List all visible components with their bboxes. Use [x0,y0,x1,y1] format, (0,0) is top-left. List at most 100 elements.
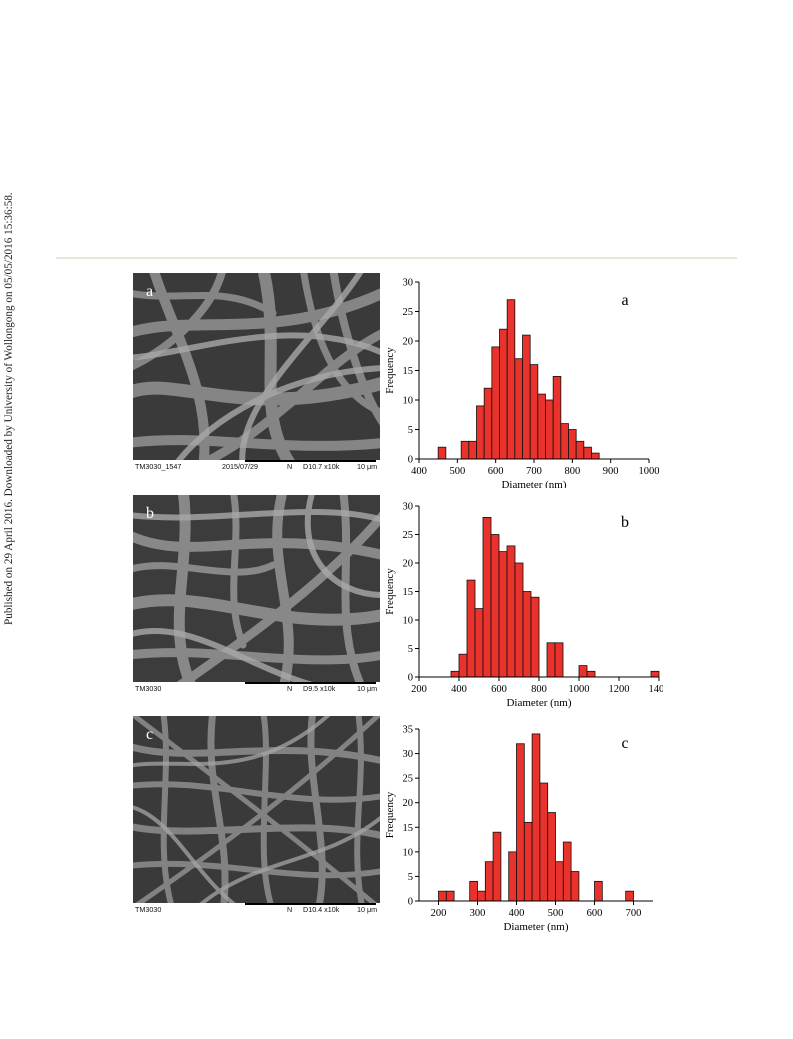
histogram-bar [482,516,492,678]
histogram-bar [438,890,447,902]
histogram-bar [476,405,485,460]
sem-info-bar: TM3030 N D10.4 x10k 10 μm [133,903,380,916]
sem-info-bar: TM3030 N D9.5 x10k 10 μm [133,682,380,695]
histogram-bar [570,871,580,902]
sem-date: 2015/07/29 [222,462,258,471]
histogram-bar [545,399,554,460]
histogram-bar [514,358,523,460]
histogram-bar [575,440,585,460]
histogram-bar [546,642,556,678]
y-tick-label: 15 [403,823,414,834]
chart-panel-letter: b [621,514,629,531]
x-tick-label: 900 [603,466,619,477]
histogram-bar [523,821,533,902]
histogram-bar [499,328,508,460]
histogram-bar [508,851,517,902]
sem-scale: 10 μm [357,684,378,693]
histogram-bar [552,376,562,460]
chart-panel-letter: a [621,292,628,309]
histogram-bar [491,346,500,460]
histogram-bar [531,733,541,902]
x-tick-label: 500 [548,908,564,919]
histogram-bar [586,670,596,678]
histogram-bar [450,670,460,678]
y-axis-label: Frequency [384,791,396,838]
x-axis-label: Diameter (nm) [501,479,566,488]
y-tick-label: 5 [408,425,413,436]
y-tick-label: 5 [408,872,413,883]
sem-scale: 10 μm [357,462,378,471]
histogram-bar [547,812,556,902]
x-tick-label: 600 [587,908,603,919]
x-tick-label: 1000 [569,684,590,695]
y-tick-label: 25 [403,530,414,541]
histogram-bar [530,596,540,678]
histogram-bar [477,890,486,902]
x-tick-label: 200 [431,908,447,919]
histogram-bar [555,861,564,902]
sem-panel-letter: b [146,505,154,522]
sem-params: D9.5 x10k [303,684,336,693]
fiber-micrograph-c [133,716,380,903]
histogram-bar [458,653,468,678]
histogram-bar [578,665,588,678]
y-tick-label: 25 [403,774,414,785]
y-tick-label: 35 [403,725,414,736]
x-tick-label: 400 [509,908,525,919]
x-tick-label: 700 [626,908,642,919]
histogram-bar [445,890,455,902]
y-tick-label: 0 [408,897,413,908]
histogram-bar [466,579,476,678]
histogram-bar [498,551,508,678]
x-axis-label: Diameter (nm) [503,921,568,933]
histogram-bar [514,562,524,678]
scale-bar [245,460,376,462]
x-tick-label: 1400 [649,684,664,695]
x-tick-label: 600 [488,466,504,477]
y-tick-label: 20 [403,337,414,348]
y-tick-label: 20 [403,559,414,570]
x-tick-label: 500 [449,466,465,477]
histogram-bar [506,545,516,678]
histogram-b: 0 5 10 15 20 25 30 200 400 600 800 1000 1200 1400 Diam… [383,495,663,715]
sem-params: D10.7 x10k [303,462,340,471]
sem-image-b: b TM3030 N D9.5 x10k 10 μm [133,495,380,695]
fiber-micrograph-a [133,273,380,460]
y-tick-label: 30 [403,502,414,513]
histogram-a-svg: 0 5 10 15 20 25 30 400 500 600 700 800 900 1000 Diamet… [384,278,660,489]
sem-mode: N [287,684,293,693]
histogram-c-svg: 0 5 10 15 20 25 30 35 200 300 400 500 600 700 Diameter… [384,725,653,933]
x-tick-label: 800 [564,466,580,477]
histogram-bar [490,534,500,678]
sem-params: D10.4 x10k [303,905,340,914]
sem-mode: N [287,905,293,914]
histogram-bar [483,387,493,460]
histogram-bar [437,446,447,460]
x-tick-label: 300 [470,908,486,919]
histogram-bar [506,299,516,460]
x-axis-label: Diameter (nm) [506,697,571,709]
y-axis-label: Frequency [384,347,396,394]
y-tick-label: 15 [403,366,414,377]
y-tick-label: 0 [408,455,413,466]
y-axis-label: Frequency [384,568,396,615]
histogram-bar [650,670,660,678]
sem-scale: 10 μm [357,905,378,914]
chart-panel-letter: c [621,735,628,752]
histogram-bar [460,440,470,460]
histogram-bar [468,440,477,460]
instrument-label: TM3030 [135,684,162,693]
sem-image-c: c TM3030 N D10.4 x10k 10 μm [133,716,380,916]
histogram-bar [562,841,572,902]
y-tick-label: 15 [403,587,414,598]
x-tick-label: 700 [526,466,542,477]
sem-mode: N [287,462,293,471]
instrument-label: TM3030_1547 [135,462,182,471]
x-tick-label: 1000 [639,466,660,477]
histogram-bar [484,861,494,902]
histogram-bar [594,880,603,902]
x-tick-label: 800 [531,684,547,695]
histogram-bar [522,334,531,460]
histogram-bar [560,423,569,460]
histogram-bar [591,452,600,460]
